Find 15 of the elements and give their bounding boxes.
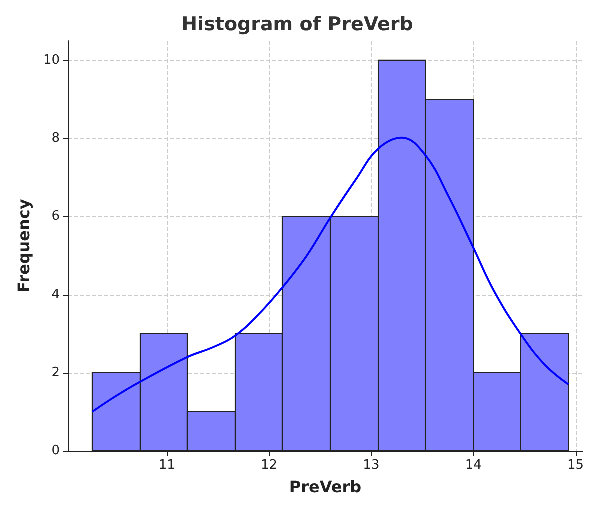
x-tick-label: 15 <box>567 458 584 473</box>
y-tick-label: 4 <box>52 287 60 302</box>
x-axis-title: PreVerb <box>289 478 362 496</box>
y-tick-label: 8 <box>52 131 60 146</box>
x-tick-label: 11 <box>158 458 176 473</box>
y-tick-label: 6 <box>52 209 60 224</box>
line-series <box>92 136 570 413</box>
x-tick-label: 14 <box>465 458 482 473</box>
y-axis-title: Frequency <box>14 198 34 293</box>
y-tick-label: 2 <box>52 365 60 380</box>
x-tick-label: 13 <box>363 458 380 473</box>
y-tick-label: 10 <box>43 53 60 68</box>
y-tick-label: 0 <box>52 444 60 458</box>
chart-title: Histogram of PreVerb <box>182 14 414 36</box>
x-tick-label: 12 <box>260 458 278 473</box>
